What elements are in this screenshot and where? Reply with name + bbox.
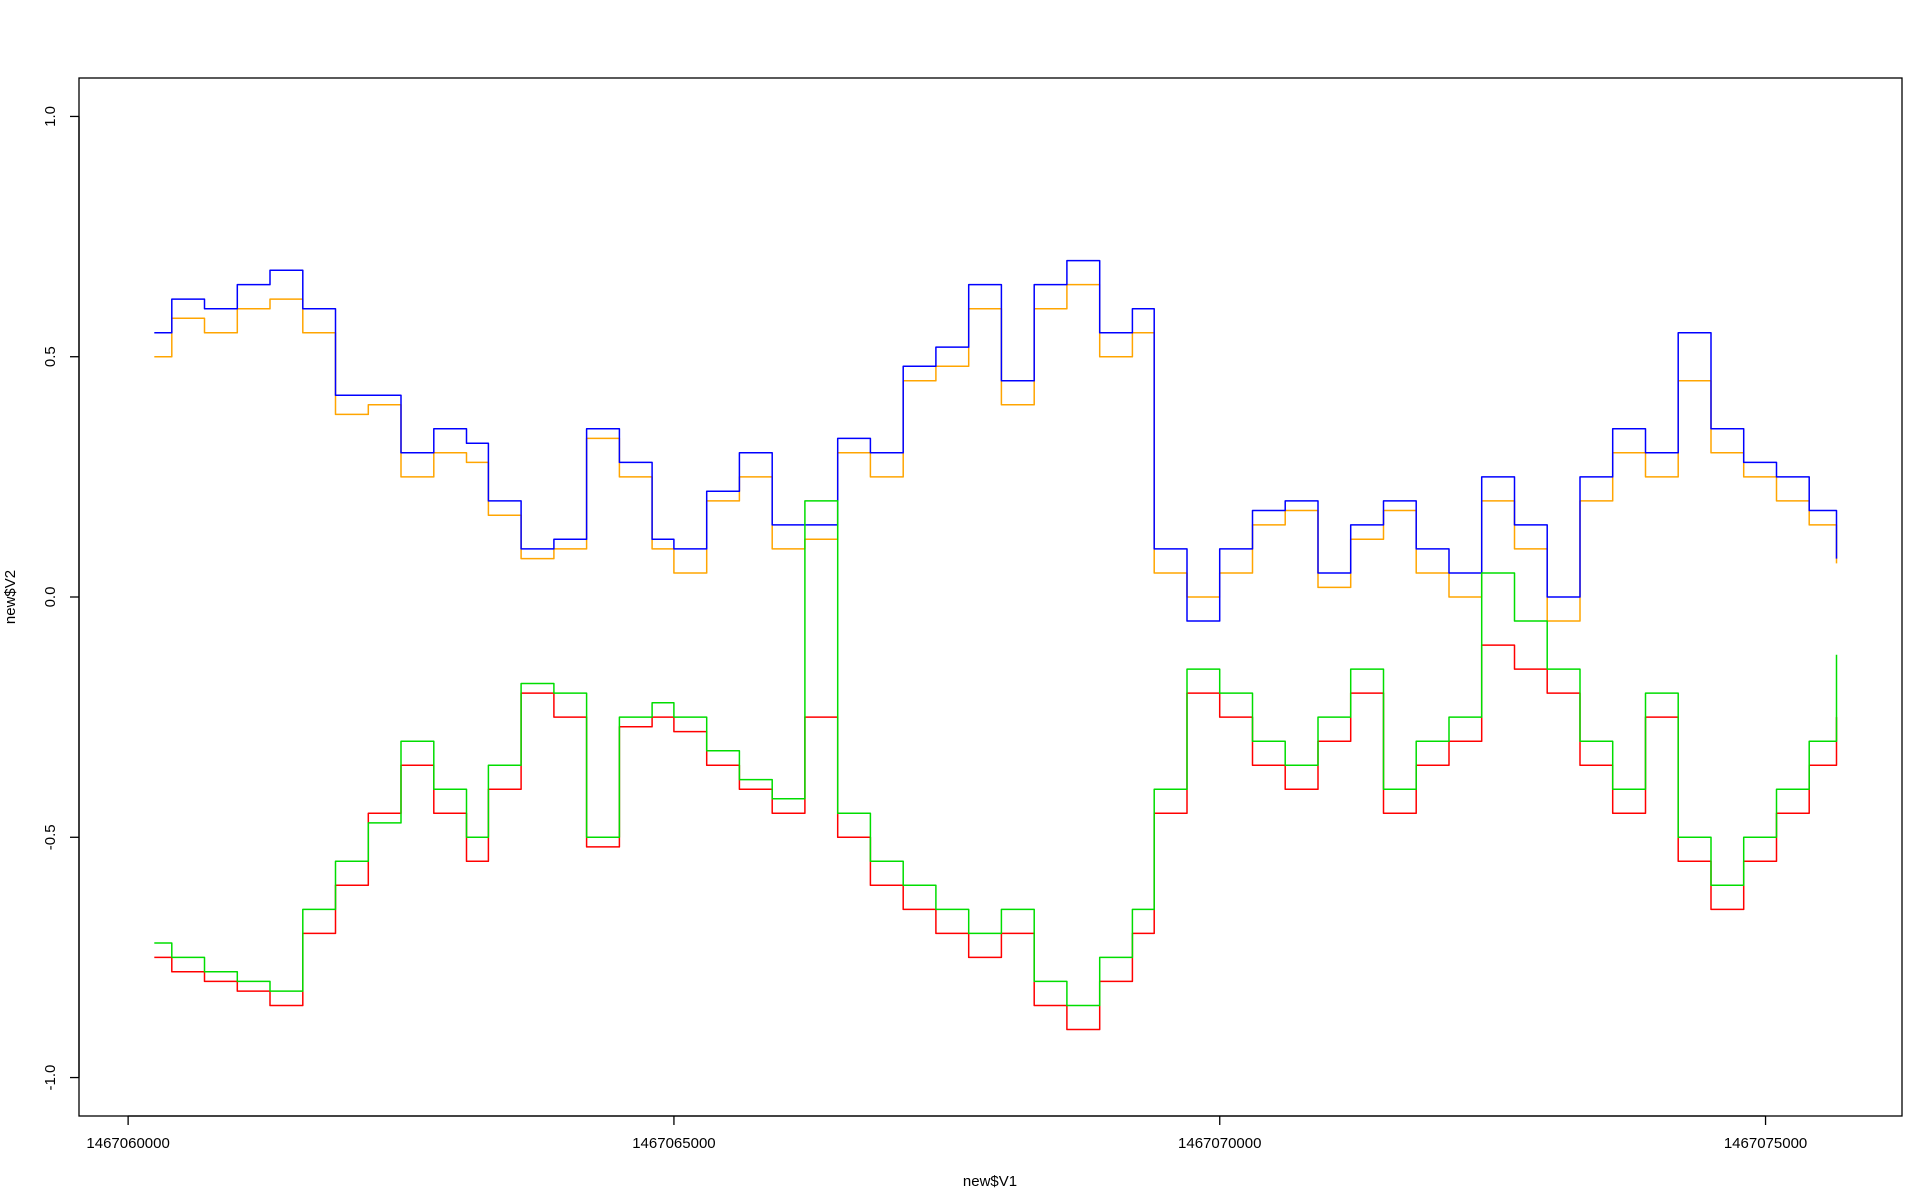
series-layer xyxy=(154,259,1838,1031)
x-tick-label: 1467065000 xyxy=(632,1135,715,1152)
x-tick-label: 1467070000 xyxy=(1178,1135,1261,1152)
x-tick-label: 1467075000 xyxy=(1724,1135,1807,1152)
x-tick-label: 1467060000 xyxy=(86,1135,169,1152)
y-tick-label: 1.0 xyxy=(42,106,59,127)
y-tick-label: 0.5 xyxy=(42,346,59,367)
plot-box xyxy=(78,77,1903,1117)
x-axis: 1467060000 1467065000 1467070000 1467075000 xyxy=(86,1115,1807,1152)
y-axis-title: new$V2 xyxy=(2,570,19,624)
y-tick-label: 0.0 xyxy=(42,587,59,608)
series-line-4 xyxy=(154,500,1838,1007)
series-line-2 xyxy=(154,259,1838,622)
y-tick-label: -0.5 xyxy=(42,824,59,850)
y-axis: -1.0 -0.5 0.0 0.5 1.0 xyxy=(42,106,80,1091)
y-tick-label: -1.0 xyxy=(42,1065,59,1091)
series-line-3 xyxy=(154,644,1838,1031)
x-axis-title: new$V1 xyxy=(963,1173,1017,1190)
